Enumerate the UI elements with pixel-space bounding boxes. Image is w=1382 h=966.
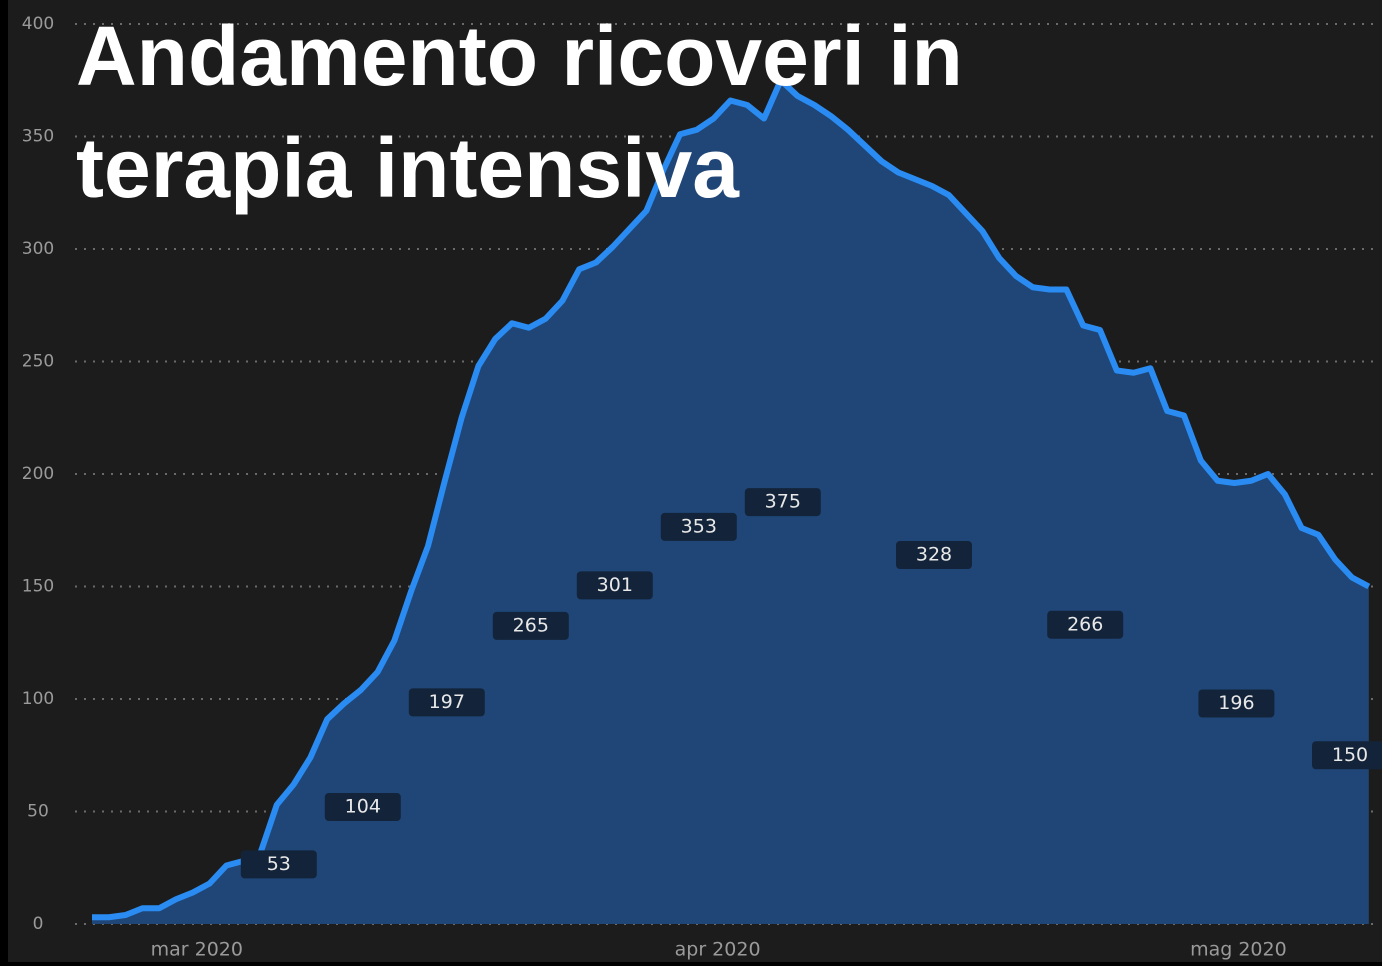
y-tick-label: 200	[22, 464, 54, 484]
data-label-box	[896, 541, 972, 569]
data-label: 104	[345, 796, 381, 818]
data-label-box	[1047, 610, 1124, 639]
data-label-box	[492, 611, 569, 640]
data-label-box	[240, 850, 317, 879]
data-label: 328	[916, 544, 952, 566]
data-label: 265	[513, 614, 549, 636]
data-label: 150	[1332, 744, 1368, 766]
y-tick-label: 250	[22, 352, 54, 372]
data-label-box	[660, 512, 737, 541]
data-label-box	[1312, 741, 1382, 770]
data-label: 301	[597, 574, 633, 596]
data-label-box	[408, 688, 485, 717]
y-tick-label: 0	[33, 914, 44, 934]
chart-title: Andamento ricoveri in terapia intensiva	[76, 9, 963, 215]
data-label-box	[744, 488, 821, 517]
data-label: 266	[1067, 613, 1103, 635]
line	[92, 77, 1371, 921]
y-tick-label: 150	[22, 577, 54, 597]
x-tick-label: mar 2020	[151, 939, 243, 961]
data-label: 53	[267, 853, 291, 875]
data-label-box	[576, 571, 653, 600]
x-tick-label: apr 2020	[675, 939, 761, 961]
data-label: 353	[681, 515, 717, 537]
data-label-box	[324, 793, 401, 821]
x-tick-label: mag 2020	[1190, 939, 1287, 961]
y-tick-label: 400	[22, 14, 54, 34]
data-label: 375	[765, 491, 801, 513]
data-label-box	[1198, 689, 1275, 718]
y-tick-label: 350	[22, 127, 54, 147]
y-tick-label: 300	[22, 239, 54, 259]
y-tick-label: 100	[22, 689, 54, 709]
data-label: 196	[1218, 692, 1254, 714]
data-label: 197	[429, 691, 465, 713]
y-tick-label: 50	[27, 802, 49, 822]
